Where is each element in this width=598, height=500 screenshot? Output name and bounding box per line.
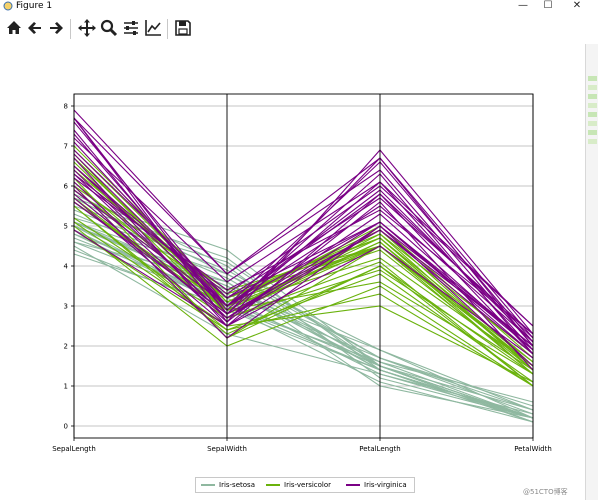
y-tick-label: 8 — [64, 103, 68, 111]
forward-arrow-icon[interactable] — [46, 18, 66, 38]
series-line-3 — [73, 185, 534, 367]
y-tick-label: 3 — [64, 303, 68, 311]
series-line-3 — [73, 181, 534, 371]
y-tick-label: 5 — [64, 223, 68, 231]
minimize-button[interactable]: — — [518, 0, 528, 11]
strip-glyph — [588, 103, 597, 108]
series-lines — [73, 109, 534, 423]
legend-label: Iris-versicolor — [284, 481, 332, 489]
save-icon[interactable] — [173, 18, 193, 38]
series-line-3 — [73, 229, 534, 359]
maximize-button[interactable]: ☐ — [543, 0, 553, 11]
parallel-coordinates-chart: 0 1 2 3 4 5 6 7 8 SepalLength SepalWidth PetalLengt… — [52, 93, 552, 454]
series-line-3 — [73, 165, 534, 347]
close-button[interactable]: ✕ — [572, 0, 582, 11]
series-line-3 — [73, 117, 534, 347]
series-line-2 — [73, 221, 534, 383]
series-line-3 — [73, 169, 534, 351]
y-tick-label: 2 — [64, 343, 68, 351]
edit-axis-icon[interactable] — [143, 18, 163, 38]
axes-frame — [71, 93, 534, 441]
strip-glyph — [588, 94, 597, 99]
back-arrow-icon[interactable] — [25, 18, 45, 38]
strip-glyph — [588, 130, 597, 135]
y-tick-label: 6 — [64, 183, 69, 191]
y-tick-label: 1 — [64, 383, 68, 391]
series-line-3 — [73, 189, 534, 355]
strip-glyph — [588, 121, 597, 126]
toolbar-separator — [70, 19, 71, 39]
axis-labels: 0 1 2 3 4 5 6 7 8 SepalLength SepalWidth PetalLengt… — [52, 103, 552, 454]
legend-swatch — [266, 484, 280, 486]
series-line-3 — [73, 109, 534, 347]
home-icon[interactable] — [4, 18, 24, 38]
navigation-toolbar — [0, 14, 585, 44]
series-line-2 — [73, 185, 534, 363]
watermark: @51CTO博客 — [523, 488, 568, 496]
window-title-bar: Figure 1 — ☐ ✕ — [0, 0, 598, 13]
figure-app-icon — [3, 1, 13, 11]
window-title: Figure 1 — [16, 1, 53, 11]
series-line-3 — [73, 133, 534, 355]
pan-icon[interactable] — [77, 18, 97, 38]
series-line-2 — [73, 229, 534, 387]
y-tick-label: 0 — [64, 423, 68, 431]
subplots-icon[interactable] — [121, 18, 141, 38]
series-line-3 — [73, 153, 534, 343]
strip-glyph — [588, 85, 597, 90]
series-line-3 — [73, 137, 534, 327]
x-tick-label: SepalWidth — [207, 445, 247, 453]
series-line-2 — [73, 205, 534, 383]
background-window-strip — [585, 44, 598, 500]
y-tick-label: 4 — [64, 263, 69, 271]
legend-label: Iris-virginica — [364, 481, 407, 489]
series-line-3 — [73, 129, 534, 351]
series-line-3 — [73, 117, 534, 339]
x-tick-label: SepalLength — [52, 445, 96, 453]
x-tick-label: PetalLength — [359, 445, 400, 453]
legend-swatch — [346, 484, 360, 486]
legend-swatch — [201, 484, 215, 486]
toolbar-separator — [167, 19, 168, 39]
series-line-3 — [73, 177, 534, 335]
strip-glyph — [588, 112, 597, 117]
x-tick-label: PetalWidth — [514, 445, 552, 453]
legend: Iris-setosa Iris-versicolor Iris-virgini… — [195, 477, 415, 493]
strip-glyph — [588, 76, 597, 81]
zoom-icon[interactable] — [99, 18, 119, 38]
figure-canvas[interactable]: 0 1 2 3 4 5 6 7 8 SepalLength SepalWidth PetalLengt… — [0, 44, 585, 500]
strip-glyph — [588, 139, 597, 144]
y-tick-label: 7 — [64, 143, 68, 151]
series-line-3 — [73, 173, 534, 355]
legend-label: Iris-setosa — [219, 481, 255, 489]
